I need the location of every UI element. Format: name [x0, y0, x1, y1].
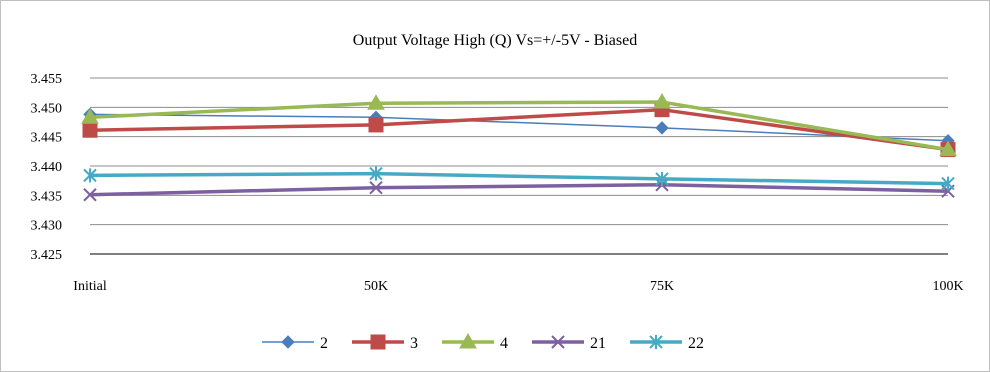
data-point	[941, 176, 955, 191]
series-line	[89, 100, 949, 152]
legend-marker	[551, 335, 565, 349]
legend-item-4: 4	[442, 332, 508, 352]
legend-item-2: 2	[262, 335, 328, 352]
data-point	[939, 140, 957, 157]
data-point	[655, 121, 669, 135]
legend-marker	[459, 332, 477, 349]
legend-label: 22	[688, 335, 704, 352]
y-tick-label: 3.440	[31, 160, 63, 175]
chart-title: Output Voltage High (Q) Vs=+/-5V - Biase…	[353, 32, 637, 49]
y-axis-ticks: 3.425 3.430 3.435 3.440 3.445 3.450 3.455	[31, 72, 63, 263]
series-group	[81, 93, 957, 202]
y-tick-label: 3.425	[31, 248, 63, 263]
data-point	[82, 122, 98, 138]
data-point	[653, 93, 671, 109]
series-line	[89, 107, 949, 152]
legend-label: 21	[590, 335, 606, 352]
y-tick-label: 3.445	[31, 131, 63, 146]
legend-label: 2	[320, 335, 328, 352]
legend-item-22: 22	[630, 335, 704, 352]
legend-label: 4	[500, 335, 508, 352]
legend-marker	[370, 334, 386, 350]
legend-marker	[649, 335, 663, 349]
y-tick-label: 3.450	[31, 101, 63, 116]
legend: 2 3 4 21 22	[262, 332, 704, 352]
legend-item-21: 21	[532, 335, 606, 352]
data-point	[368, 117, 384, 133]
data-point	[369, 166, 383, 181]
legend-item-3: 3	[352, 334, 418, 352]
series-4	[81, 93, 957, 157]
series-line	[89, 113, 949, 142]
x-axis-ticks: Initial 50K 75K 100K	[73, 279, 963, 294]
marker-stroke	[369, 180, 383, 195]
x-tick-label: 50K	[364, 279, 388, 294]
marker-stroke	[83, 188, 97, 202]
y-tick-label: 3.430	[31, 219, 63, 234]
series-line	[89, 183, 949, 197]
x-tick-label: Initial	[73, 279, 107, 294]
data-point	[369, 180, 383, 195]
series-22	[83, 166, 955, 191]
legend-marker	[281, 335, 295, 349]
gridlines	[90, 77, 948, 255]
series-line	[89, 171, 949, 186]
x-tick-label: 75K	[650, 279, 674, 294]
data-point	[81, 108, 99, 124]
legend-label: 3	[410, 335, 418, 352]
data-point	[83, 188, 97, 202]
y-tick-label: 3.435	[31, 189, 63, 204]
y-tick-label: 3.455	[31, 72, 63, 87]
data-point	[367, 94, 385, 110]
marker-stroke	[551, 335, 565, 349]
data-point	[83, 168, 97, 183]
data-point	[655, 171, 669, 186]
x-tick-label: 100K	[932, 279, 963, 294]
